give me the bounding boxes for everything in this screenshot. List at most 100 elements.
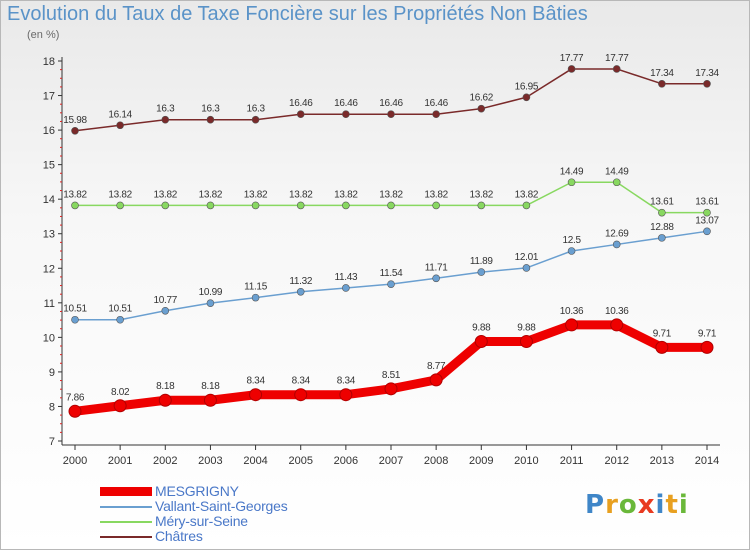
data-label-chatres: 16.14 [108, 109, 132, 120]
data-label-mery-sur-seine: 13.82 [108, 189, 132, 200]
data-label-mery-sur-seine: 13.82 [63, 189, 87, 200]
legend-label: Méry-sur-Seine [155, 513, 248, 529]
data-label-chatres: 17.34 [650, 68, 674, 79]
data-label-mery-sur-seine: 14.49 [605, 166, 629, 177]
data-point-chatres [116, 121, 124, 130]
data-point-mery-sur-seine [432, 201, 440, 210]
y-tick-label: 18 [43, 56, 55, 68]
data-label-vallant-saint-georges: 12.69 [605, 228, 629, 239]
data-point-mesgrigny [700, 340, 714, 354]
y-tick-label: 8 [49, 401, 55, 413]
proxiti-logo: Proxiti [585, 490, 689, 520]
data-label-mesgrigny: 8.51 [382, 370, 401, 381]
data-label-mery-sur-seine: 13.82 [244, 189, 268, 200]
data-label-mery-sur-seine: 13.82 [424, 189, 448, 200]
data-point-mesgrigny [113, 399, 127, 413]
data-point-vallant-saint-georges [522, 264, 531, 272]
data-point-mery-sur-seine [342, 201, 350, 210]
data-point-vallant-saint-georges [612, 240, 621, 249]
data-label-mesgrigny: 8.77 [427, 361, 446, 372]
data-label-mesgrigny: 9.88 [472, 323, 491, 334]
legend-label: MESGRIGNY [155, 483, 239, 499]
data-point-chatres [612, 65, 621, 73]
data-label-mesgrigny: 8.18 [201, 381, 220, 392]
x-tick-label: 2013 [650, 455, 674, 467]
y-tick-label: 15 [43, 160, 55, 172]
legend-label: Vallant-Saint-Georges [155, 498, 288, 514]
data-point-vallant-saint-georges [432, 274, 440, 283]
data-label-mery-sur-seine: 13.82 [379, 189, 403, 200]
data-label-mesgrigny: 8.34 [292, 376, 311, 387]
data-label-mesgrigny: 8.34 [337, 376, 356, 387]
x-tick-label: 2009 [469, 455, 493, 467]
data-label-chatres: 16.62 [470, 93, 494, 104]
data-point-vallant-saint-georges [251, 293, 260, 302]
data-label-mesgrigny: 10.36 [560, 306, 584, 317]
data-label-mesgrigny: 10.36 [605, 306, 629, 317]
chart-subtitle: (en %) [27, 29, 60, 41]
data-label-vallant-saint-georges: 11.15 [244, 282, 268, 293]
data-label-vallant-saint-georges: 11.89 [470, 256, 494, 267]
data-label-vallant-saint-georges: 11.54 [380, 268, 404, 279]
data-point-mery-sur-seine [71, 201, 79, 210]
y-tick-label: 9 [49, 367, 55, 379]
data-label-vallant-saint-georges: 11.32 [289, 276, 313, 287]
data-point-mesgrigny [249, 388, 263, 402]
data-point-mery-sur-seine [161, 201, 170, 210]
legend-swatch [100, 521, 152, 523]
data-point-mery-sur-seine [658, 208, 666, 217]
x-tick-label: 2012 [604, 455, 628, 467]
data-label-mesgrigny: 8.18 [156, 381, 175, 392]
legend-swatch [100, 487, 152, 496]
legend-swatch [100, 536, 152, 538]
legend-swatch [100, 506, 152, 508]
data-label-vallant-saint-georges: 12.88 [650, 222, 674, 233]
data-label-vallant-saint-georges: 10.99 [199, 287, 223, 298]
logo-letter: i [655, 490, 666, 520]
data-point-chatres [477, 104, 486, 113]
logo-letter: r [605, 490, 619, 520]
data-point-vallant-saint-georges [161, 306, 170, 315]
data-point-mery-sur-seine [387, 201, 395, 210]
data-label-vallant-saint-georges: 10.51 [108, 304, 132, 315]
data-point-chatres [658, 80, 666, 88]
data-point-chatres [522, 93, 531, 102]
data-point-chatres [432, 110, 440, 118]
data-label-mery-sur-seine: 13.61 [650, 197, 674, 208]
logo-letter: o [618, 490, 638, 520]
data-point-mesgrigny [474, 335, 488, 349]
data-label-mery-sur-seine: 13.82 [154, 189, 178, 200]
data-label-mery-sur-seine: 13.82 [470, 189, 494, 200]
y-tick-label: 12 [43, 263, 55, 275]
x-tick-label: 2000 [63, 455, 87, 467]
data-label-chatres: 16.3 [156, 104, 175, 115]
data-label-chatres: 16.3 [246, 104, 265, 115]
data-point-chatres [387, 110, 395, 118]
data-point-mesgrigny [565, 318, 579, 332]
data-label-chatres: 16.46 [334, 98, 358, 109]
y-tick-label: 10 [43, 332, 55, 344]
data-label-vallant-saint-georges: 12.5 [562, 235, 581, 246]
data-label-vallant-saint-georges: 11.43 [334, 272, 358, 283]
data-label-mesgrigny: 9.88 [517, 323, 536, 334]
y-tick-label: 11 [44, 298, 55, 310]
data-point-chatres [703, 80, 711, 88]
y-tick-label: 14 [43, 194, 55, 206]
data-label-mesgrigny: 9.71 [698, 328, 717, 339]
data-point-mery-sur-seine [612, 178, 621, 187]
data-label-mery-sur-seine: 13.61 [695, 197, 719, 208]
y-tick-label: 16 [43, 125, 55, 137]
data-point-vallant-saint-georges [342, 284, 350, 292]
data-label-mesgrigny: 9.71 [653, 328, 672, 339]
logo-letter: t [665, 490, 679, 520]
data-label-mery-sur-seine: 13.82 [515, 189, 539, 200]
data-point-mery-sur-seine [522, 201, 531, 210]
data-point-vallant-saint-georges [296, 287, 305, 296]
data-label-mesgrigny: 8.34 [246, 376, 265, 387]
data-point-mesgrigny [203, 393, 217, 407]
data-label-mery-sur-seine: 14.49 [560, 166, 584, 177]
x-tick-label: 2014 [695, 455, 719, 467]
data-point-mesgrigny [655, 340, 669, 354]
data-point-mesgrigny [339, 388, 353, 402]
data-point-mery-sur-seine [567, 178, 576, 187]
